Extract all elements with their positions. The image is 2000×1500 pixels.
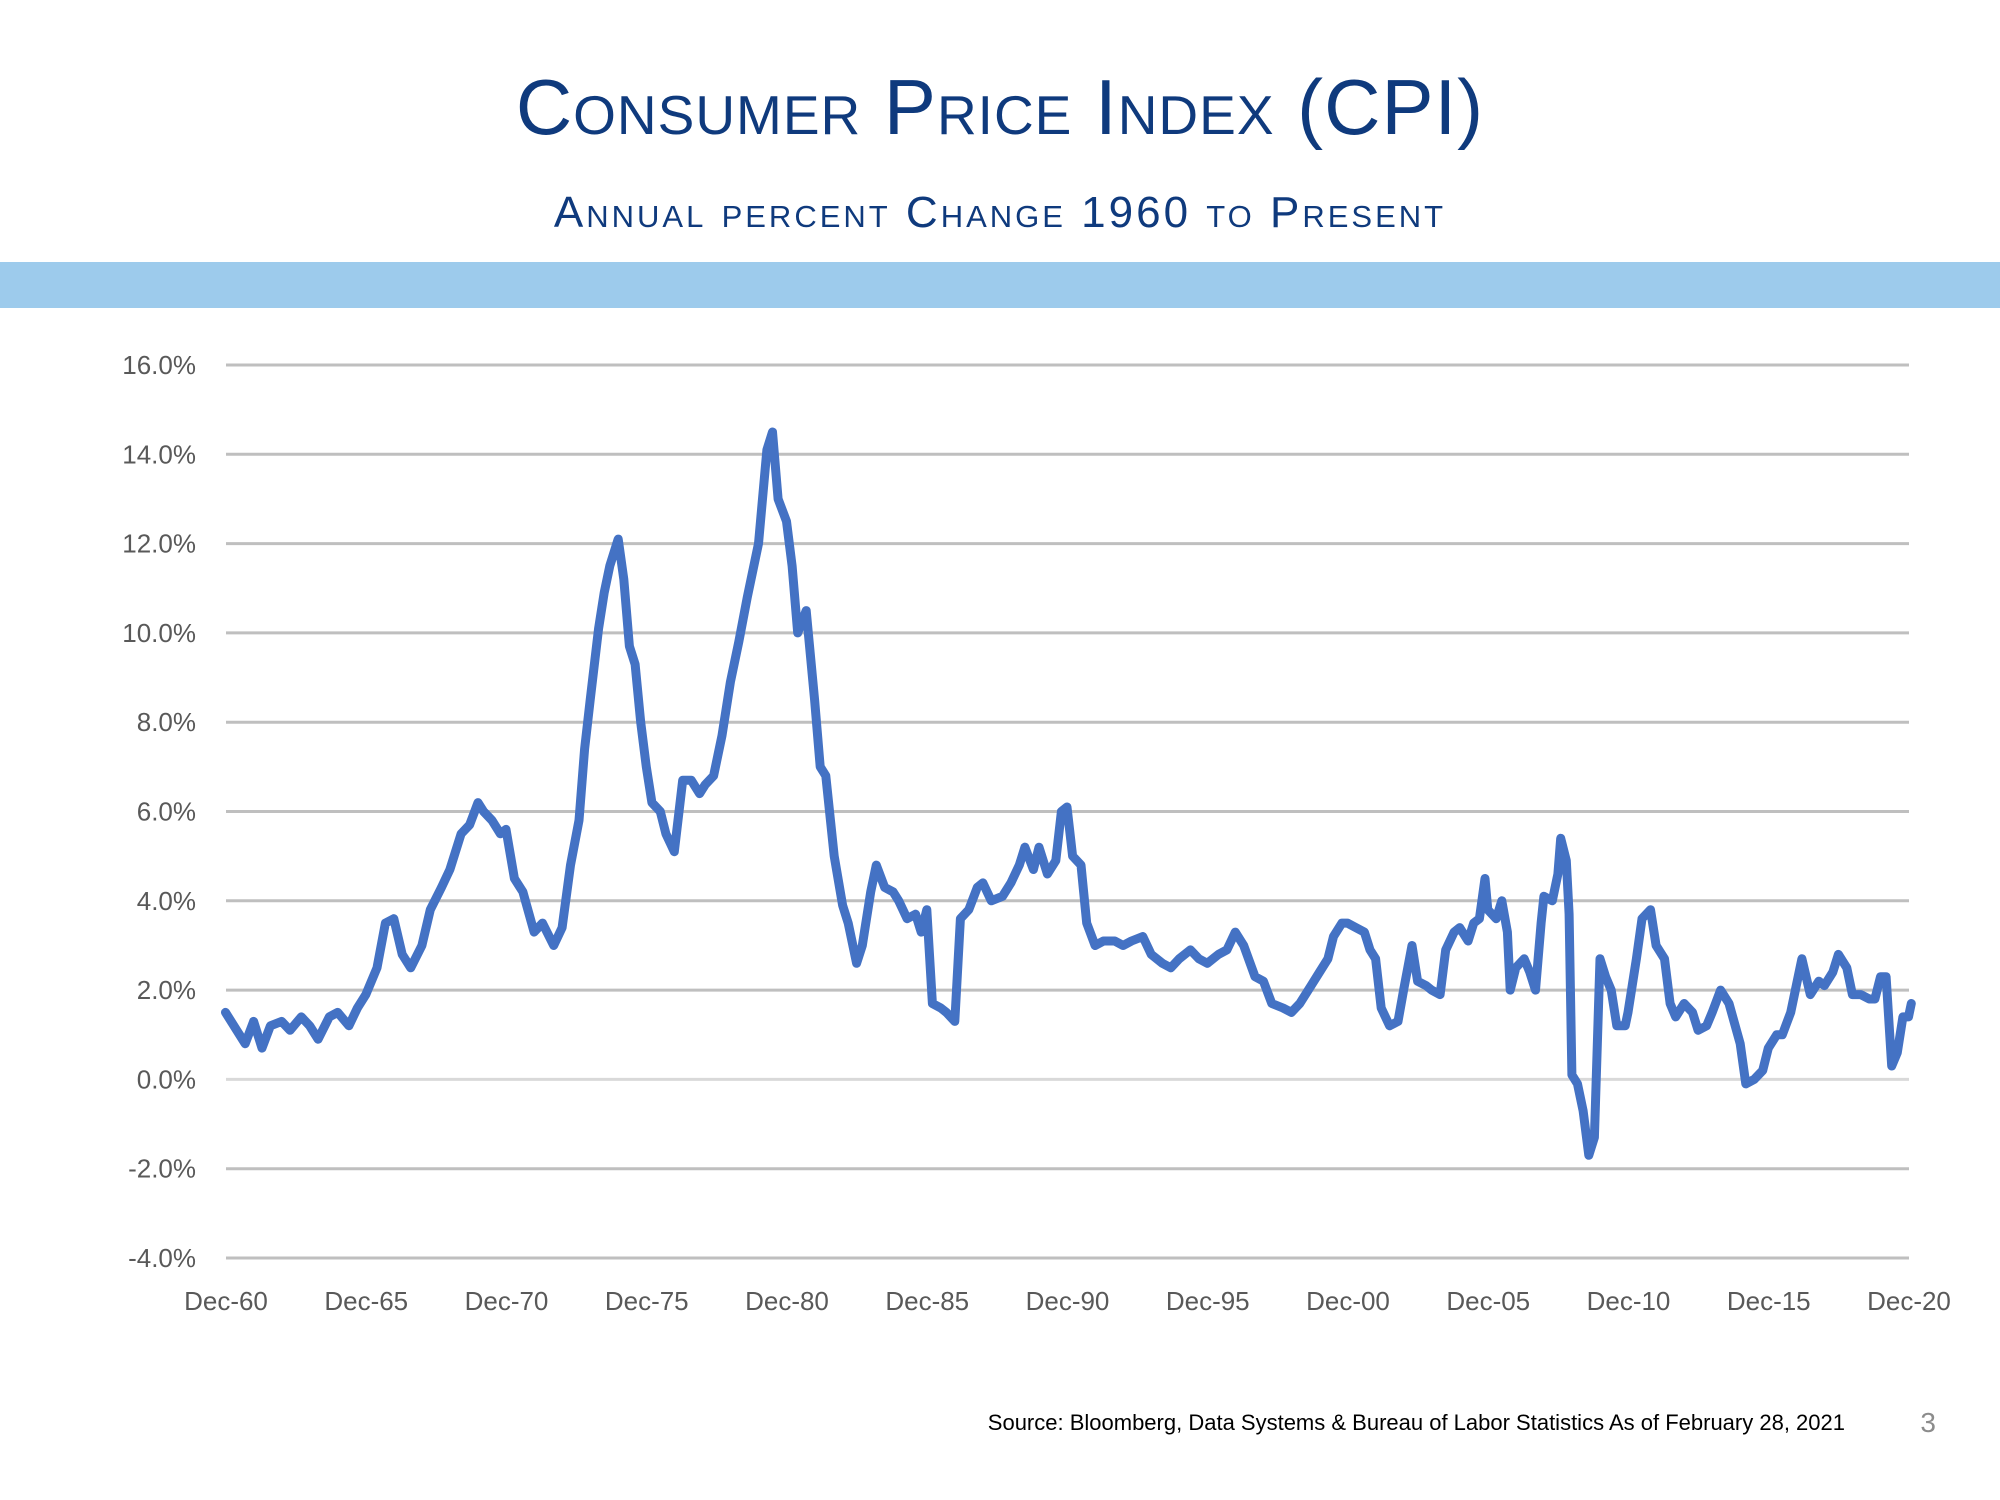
series-layer: [221, 427, 1916, 1160]
x-tick-label: Dec-20: [1867, 1286, 1951, 1316]
cpi-series-line: [221, 427, 1916, 1160]
x-tick-label: Dec-90: [1026, 1286, 1110, 1316]
y-tick-label: 0.0%: [137, 1064, 196, 1094]
y-tick-label: 4.0%: [137, 886, 196, 916]
x-tick-label: Dec-70: [465, 1286, 549, 1316]
slide-title: Consumer Price Index (CPI): [515, 63, 1485, 151]
x-tick-label: Dec-05: [1446, 1286, 1530, 1316]
x-tick-label: Dec-10: [1587, 1286, 1671, 1316]
header-accent-band: [0, 262, 2000, 308]
page-number: 3: [1920, 1407, 1936, 1438]
y-tick-label: -2.0%: [128, 1154, 196, 1184]
x-tick-label: Dec-85: [885, 1286, 969, 1316]
x-tick-label: Dec-95: [1166, 1286, 1250, 1316]
y-tick-label: 8.0%: [137, 707, 196, 737]
x-tick-label: Dec-15: [1727, 1286, 1811, 1316]
y-tick-label: 6.0%: [137, 797, 196, 827]
x-tick-label: Dec-80: [745, 1286, 829, 1316]
x-tick-label: Dec-75: [605, 1286, 689, 1316]
y-tick-label: 10.0%: [122, 618, 196, 648]
x-axis-tick-labels: Dec-60 Dec-65 Dec-70 Dec-75 Dec-80 Dec-85 Dec-…: [184, 1286, 1951, 1316]
y-tick-label: -4.0%: [128, 1243, 196, 1273]
y-tick-label: 2.0%: [137, 975, 196, 1005]
source-note: Source: Bloomberg, Data Systems & Bureau…: [987, 1410, 1845, 1435]
slide-subtitle: Annual percent Change 1960 to Present: [553, 188, 1447, 237]
y-tick-label: 12.0%: [122, 529, 196, 559]
y-tick-label: 16.0%: [122, 350, 196, 380]
x-tick-label: Dec-65: [324, 1286, 408, 1316]
y-tick-label: 14.0%: [122, 439, 196, 469]
y-axis-tick-labels: -4.0% -2.0% 0.0% 2.0% 4.0% 6.0% 8.0% 10.0% 12.0%…: [122, 350, 196, 1273]
x-tick-label: Dec-00: [1306, 1286, 1390, 1316]
x-tick-label: Dec-60: [184, 1286, 268, 1316]
